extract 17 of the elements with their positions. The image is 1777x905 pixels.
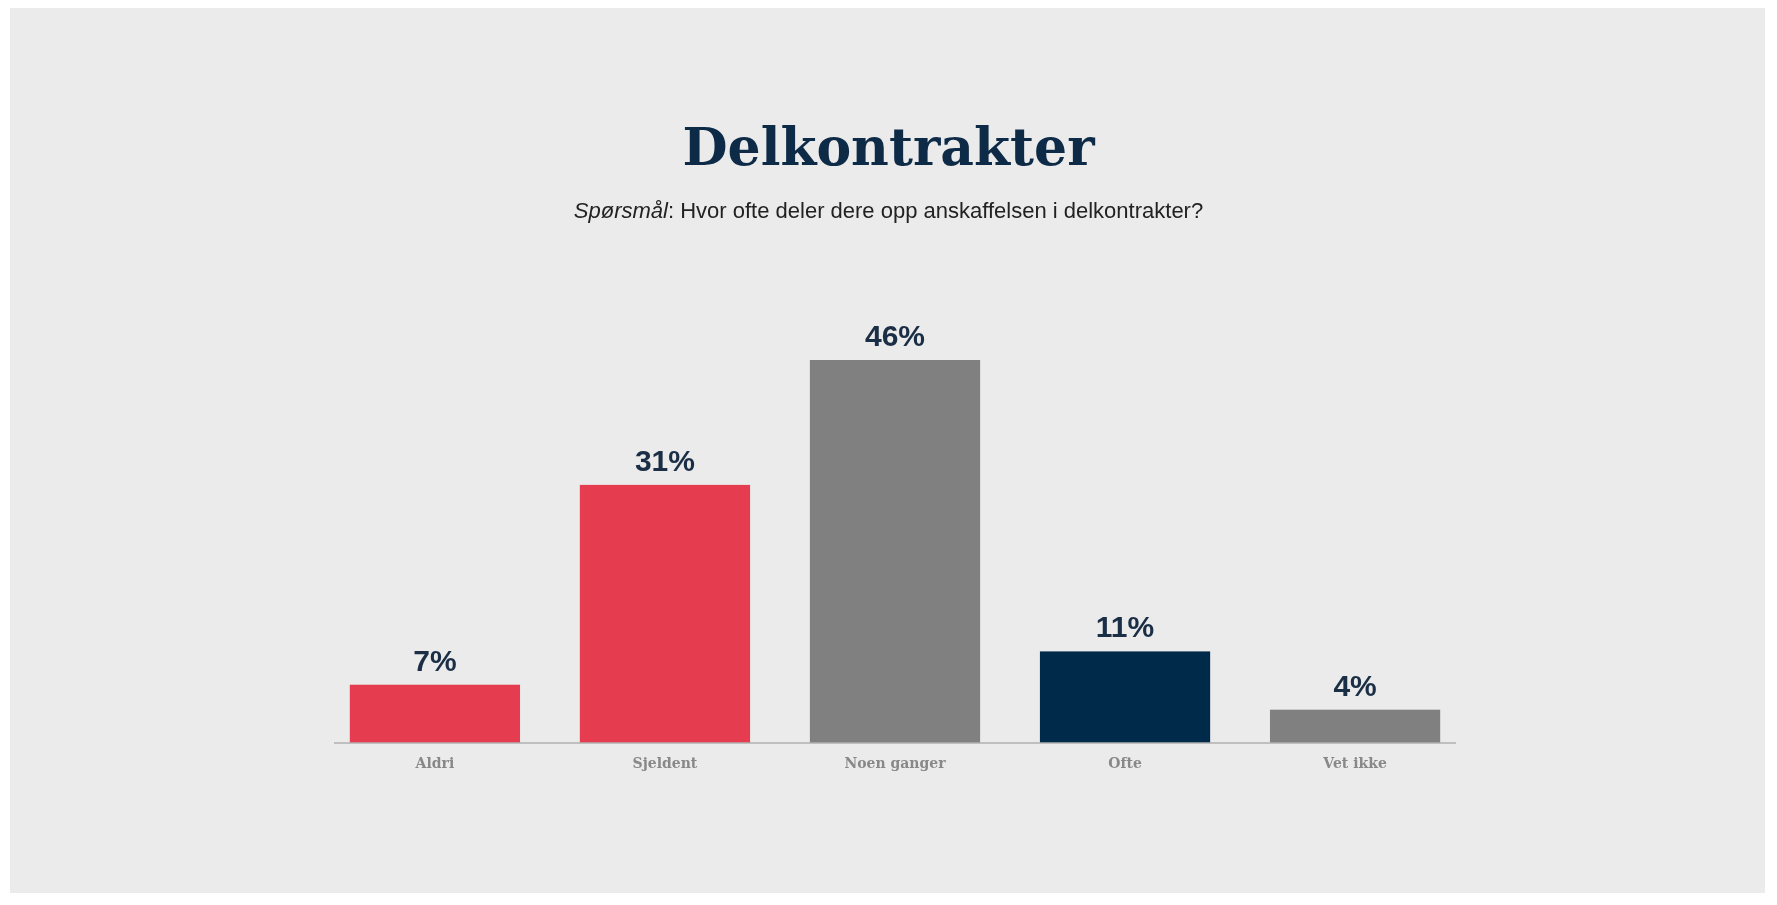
data-label: 4%	[1333, 668, 1377, 702]
bar	[1039, 651, 1211, 743]
x-tick-label: Noen ganger	[844, 755, 947, 771]
bar	[349, 684, 521, 743]
chart-subtitle: Spørsmål: Hvor ofte deler dere opp anskaffelsen i delkontrakter?	[573, 198, 1204, 223]
x-tick-label: Vet ikke	[1322, 755, 1387, 771]
x-tick-label: Ofte	[1108, 755, 1142, 771]
x-tick-label: Sjeldent	[632, 755, 698, 771]
chart-title: Delkontrakter	[682, 116, 1096, 177]
bar	[809, 360, 981, 743]
data-label: 31%	[634, 443, 695, 477]
data-label: 11%	[1095, 610, 1155, 644]
data-label: 7%	[413, 643, 457, 677]
data-label: 46%	[864, 319, 926, 352]
bar	[1269, 709, 1441, 743]
x-tick-label: Aldri	[414, 755, 455, 771]
bar	[579, 484, 751, 743]
